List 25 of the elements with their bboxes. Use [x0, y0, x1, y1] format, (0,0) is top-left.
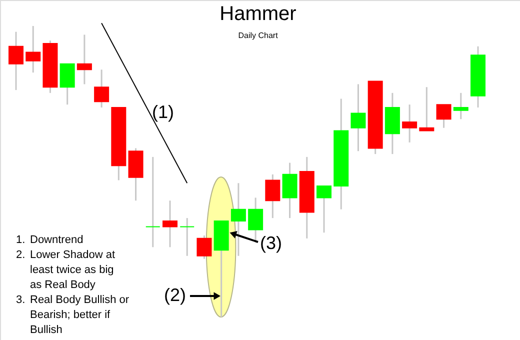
candlestick: [8, 31, 24, 91]
candlestick: [180, 217, 195, 257]
candlestick: [162, 200, 178, 248]
candlestick: [402, 104, 418, 144]
annotation: 3. Real Body Bullish or Bearish; better if Bullish: [16, 294, 130, 336]
annotation: 1. Downtrend: [16, 234, 84, 246]
annotation: (1): [152, 102, 174, 122]
candlestick: [26, 25, 41, 74]
candlestick: [436, 104, 452, 129]
annotation: (3): [260, 233, 282, 253]
candlestick: [453, 92, 468, 120]
candlestick: [316, 185, 332, 234]
annotation: 2. Lower Shadow at least twice as big as Real Body: [16, 249, 115, 291]
chart-title: Hammer: [220, 3, 297, 25]
text: Daily Chart: [238, 31, 279, 40]
annotation: (2): [164, 285, 186, 305]
candlestick: [76, 34, 92, 85]
candlestick: [94, 68, 110, 108]
candlestick: [196, 234, 212, 260]
candlestick: [60, 63, 75, 106]
candlestick: [282, 162, 298, 219]
candlestick: [419, 86, 434, 132]
candlestick: [265, 174, 280, 219]
candlestick: [350, 83, 366, 152]
candlestick: [145, 156, 160, 248]
